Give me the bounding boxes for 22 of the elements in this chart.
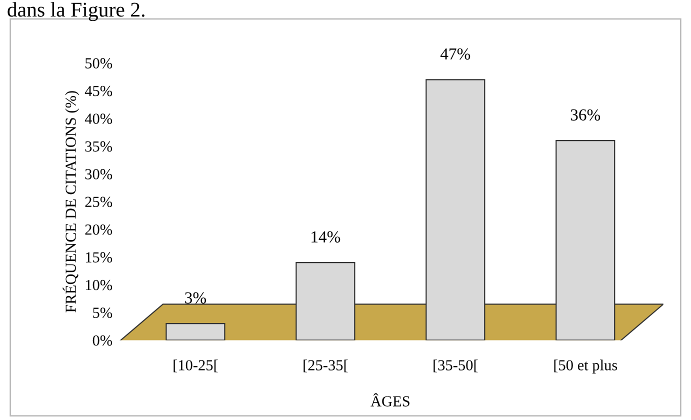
data-label: 47%: [440, 48, 470, 60]
y-tick-label: 35%: [85, 141, 112, 152]
y-axis-title: FRÉQUENCE DE CITATIONS (%): [62, 91, 80, 312]
y-tick-label: 15%: [86, 252, 112, 263]
data-label: 36%: [570, 109, 600, 121]
y-tick-label: 5%: [93, 308, 112, 318]
y-tick-label: 50%: [85, 58, 112, 68]
y-tick-label: 0%: [92, 335, 112, 346]
y-tick-label: 30%: [85, 169, 112, 180]
text: dans la Figure 2.: [8, 2, 144, 22]
y-tick-label: 25%: [85, 196, 112, 208]
x-axis-title: ÂGES: [370, 393, 410, 406]
y-tick-label: 10%: [86, 280, 112, 290]
x-tick-label: [25-35[: [304, 360, 348, 372]
data-label: 3%: [185, 292, 206, 304]
y-tick-label: 20%: [85, 224, 112, 235]
x-tick-label: [50 et plus: [554, 360, 618, 374]
y-tick-label: 40%: [84, 114, 112, 124]
data-label: 14%: [312, 231, 340, 243]
x-tick-label: [35-50[: [434, 360, 478, 372]
y-tick-label: 45%: [84, 86, 112, 96]
x-tick-label: [10-25[: [174, 360, 218, 372]
